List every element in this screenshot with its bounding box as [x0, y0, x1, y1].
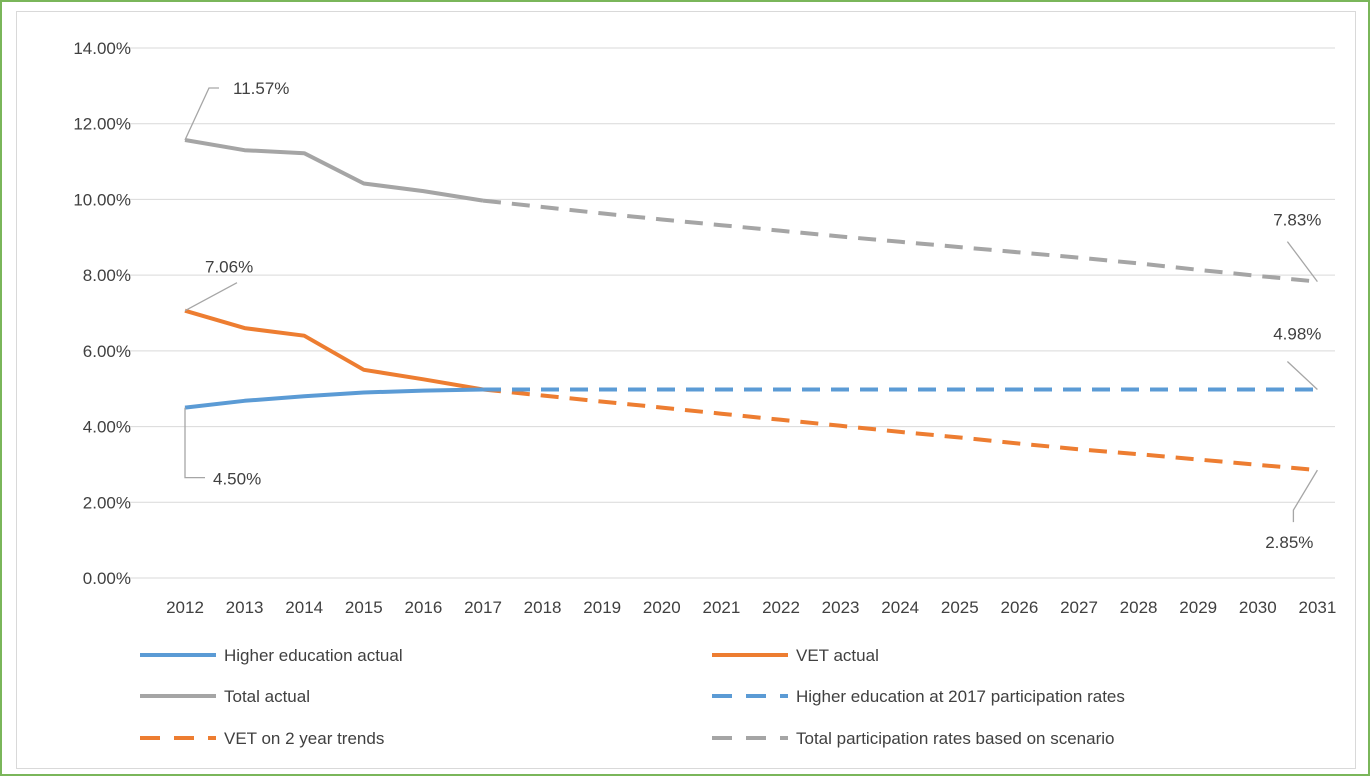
x-tick-label: 2023: [822, 598, 860, 617]
y-tick-label: 4.00%: [83, 418, 131, 437]
data-label: 2.85%: [1265, 533, 1313, 552]
y-tick-label: 8.00%: [83, 266, 131, 285]
y-tick-label: 2.00%: [83, 493, 131, 512]
legend-label: Total actual: [224, 687, 310, 706]
y-tick-label: 10.00%: [73, 190, 131, 209]
x-tick-label: 2029: [1179, 598, 1217, 617]
series-line-2: [184, 138, 484, 203]
data-label: 4.50%: [213, 470, 261, 489]
series-line-5: [482, 198, 1318, 284]
leader-line: [184, 282, 238, 312]
y-tick-label: 12.00%: [73, 115, 131, 134]
legend-label: VET on 2 year trends: [224, 729, 384, 748]
x-tick-label: 2015: [345, 598, 383, 617]
x-tick-label: 2014: [285, 598, 323, 617]
x-tick-label: 2017: [464, 598, 502, 617]
data-label: 7.83%: [1273, 211, 1321, 230]
series-line-4: [482, 387, 1318, 473]
series-line-0: [184, 387, 484, 410]
legend-label: Total participation rates based on scena…: [796, 729, 1114, 748]
y-tick-label: 14.00%: [73, 39, 131, 58]
series-line-1: [184, 308, 484, 392]
x-tick-label: 2021: [702, 598, 740, 617]
x-tick-label: 2027: [1060, 598, 1098, 617]
data-label: 4.98%: [1273, 324, 1321, 343]
x-tick-label: 2025: [941, 598, 979, 617]
legend-label: Higher education at 2017 participation r…: [796, 687, 1125, 706]
leader-line: [1286, 241, 1318, 282]
leader-line: [1286, 360, 1318, 390]
x-tick-label: 2018: [524, 598, 562, 617]
legend-label: Higher education actual: [224, 646, 403, 665]
x-tick-label: 2028: [1120, 598, 1158, 617]
y-tick-label: 0.00%: [83, 569, 131, 588]
legend-label: VET actual: [796, 646, 879, 665]
x-tick-label: 2012: [166, 598, 204, 617]
x-tick-label: 2013: [226, 598, 264, 617]
x-tick-label: 2030: [1239, 598, 1277, 617]
leader-line: [184, 87, 219, 141]
x-tick-label: 2016: [404, 598, 442, 617]
y-tick-label: 6.00%: [83, 342, 131, 361]
x-tick-label: 2026: [1000, 598, 1038, 617]
leader-line: [184, 407, 205, 479]
leader-line: [1292, 469, 1318, 523]
data-label: 7.06%: [205, 258, 253, 277]
x-tick-label: 2019: [583, 598, 621, 617]
x-tick-label: 2031: [1298, 598, 1336, 617]
x-tick-label: 2022: [762, 598, 800, 617]
data-label: 11.57%: [233, 79, 289, 98]
x-tick-label: 2020: [643, 598, 681, 617]
x-tick-label: 2024: [881, 598, 919, 617]
